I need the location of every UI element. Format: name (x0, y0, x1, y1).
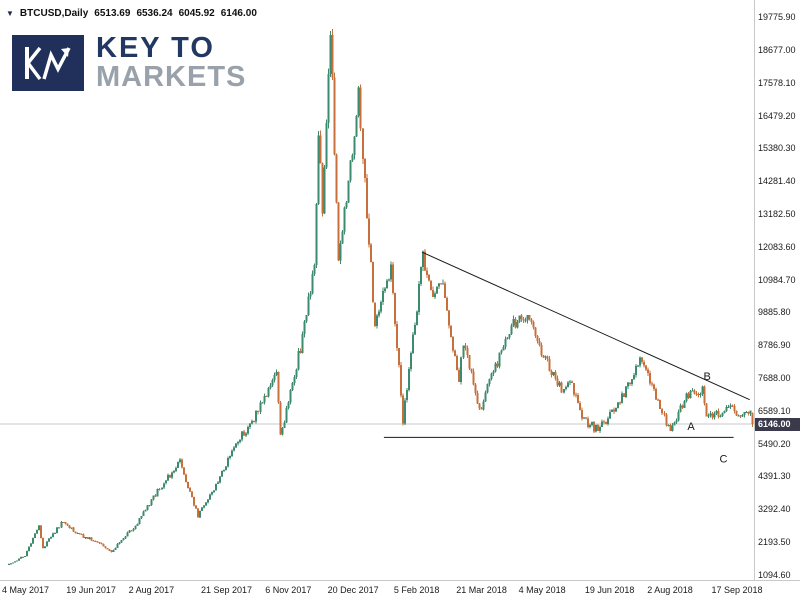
km-monogram-icon (12, 35, 84, 91)
price-axis-label: 5490.20 (758, 438, 791, 449)
price-axis-label: 18677.00 (758, 44, 796, 55)
time-axis-label: 2 Aug 2017 (128, 585, 175, 595)
time-axis-label: 5 Feb 2018 (393, 585, 440, 595)
price-axis-label: 14281.40 (758, 176, 796, 187)
annotation-label-C[interactable]: C (720, 454, 728, 466)
price-axis-label: 4391.30 (758, 471, 791, 482)
price-axis-label: 19775.90 (758, 12, 796, 22)
price-axis-label: 10984.70 (758, 274, 796, 285)
logo-line2: MARKETS (96, 61, 247, 93)
price-axis-label: 15380.30 (758, 143, 796, 154)
time-axis-separator (0, 580, 800, 581)
time-axis-label: 4 May 2018 (518, 585, 566, 595)
annotation-label-B[interactable]: B (704, 371, 711, 383)
logo-line1: KEY TO (96, 32, 215, 64)
price-axis-label: 9885.80 (758, 307, 791, 318)
time-axis-label: 6 Nov 2017 (265, 585, 312, 595)
ohlc-open-value: 6513.69 (94, 8, 131, 19)
annotation-label-A[interactable]: A (687, 421, 695, 433)
ohlc-close-value: 6146.00 (220, 8, 257, 19)
time-axis-label: 2 Aug 2018 (647, 585, 693, 595)
price-axis-label: 6589.10 (758, 405, 791, 416)
price-axis[interactable]: 19775.90 18677.00 17578.10 16479.20 15380.30… (755, 0, 800, 580)
descending-trendline[interactable] (421, 251, 750, 401)
time-axis-label: 21 Mar 2018 (456, 585, 507, 595)
logo-wordmark: KEY TO MARKETS (96, 34, 246, 92)
time-axis-label: 20 Dec 2017 (327, 585, 379, 595)
symbol-ohlc-readout: ▼ BTCUSD,Daily 6513.69 6536.24 6045.92 6… (6, 8, 257, 19)
time-axis[interactable]: 4 May 2017 19 Jun 2017 2 Aug 2017 21 Sep 20… (0, 581, 800, 600)
symbol-marker-icon: ▼ (6, 8, 14, 18)
symbol-timeframe-label: BTCUSD,Daily (19, 8, 89, 19)
time-axis-label: 19 Jun 2017 (66, 585, 116, 595)
time-axis-label: 19 Jun 2018 (584, 585, 635, 595)
time-axis-label: 17 Sep 2018 (711, 585, 763, 595)
price-axis-label: 16479.20 (758, 110, 796, 121)
price-axis-label: 8786.90 (758, 340, 791, 351)
price-axis-label: 3292.40 (758, 504, 791, 515)
time-axis-label: 4 May 2017 (2, 585, 50, 595)
price-axis-label: 7688.00 (758, 373, 791, 383)
candles (8, 28, 754, 566)
price-axis-label: 12083.60 (758, 241, 796, 252)
price-axis-separator (754, 0, 755, 580)
key-to-markets-logo: KEY TO MARKETS (12, 34, 246, 92)
price-axis-label: 2193.50 (758, 537, 791, 548)
price-axis-label: 1094.60 (758, 569, 791, 580)
ohlc-low-value: 6045.92 (178, 8, 215, 19)
time-axis-label: 21 Sep 2017 (201, 585, 253, 595)
price-axis-label: 17578.10 (758, 77, 796, 88)
ohlc-high-value: 6536.24 (136, 8, 173, 19)
current-price-tag: 6146.00 (755, 417, 800, 431)
price-axis-label: 13182.50 (758, 208, 796, 219)
